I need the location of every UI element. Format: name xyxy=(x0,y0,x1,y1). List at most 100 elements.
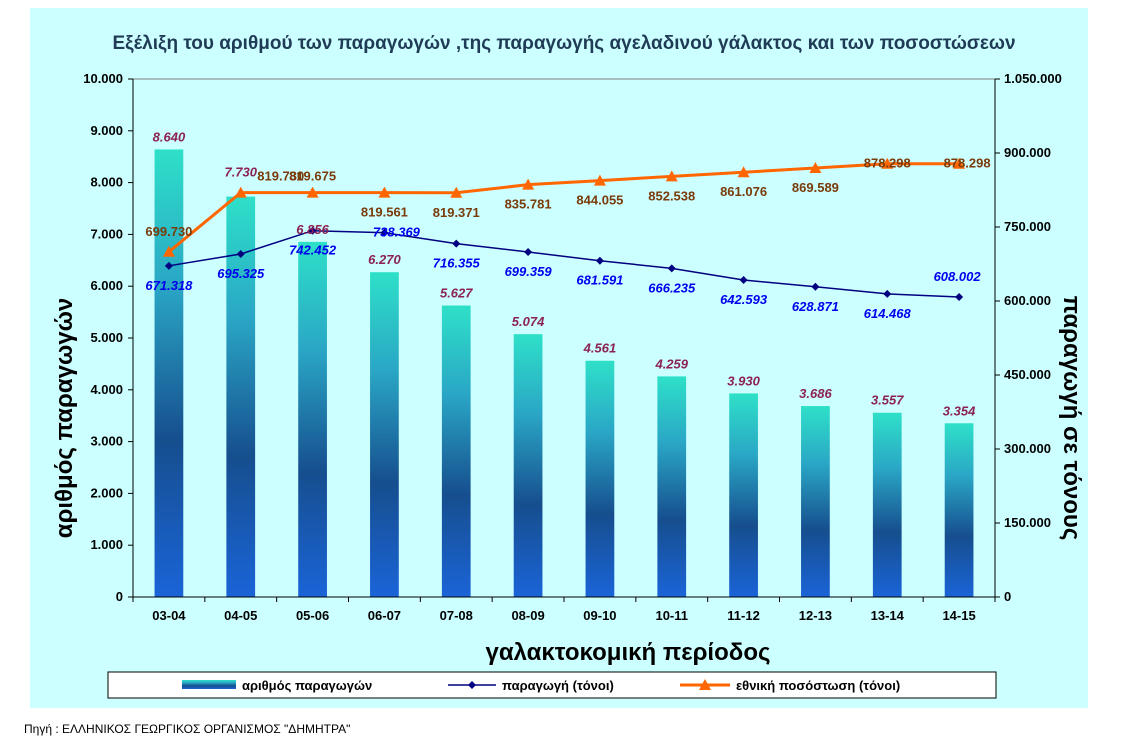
production-point xyxy=(811,282,820,291)
legend-marker-production xyxy=(468,681,476,689)
production-point xyxy=(236,249,245,258)
production-point xyxy=(452,239,461,248)
bar-value-label: 4.259 xyxy=(654,356,688,371)
quota-point xyxy=(881,157,894,169)
bar-13-14 xyxy=(872,412,902,597)
bar-value-label: 4.561 xyxy=(583,341,617,356)
quota-point xyxy=(306,186,319,198)
production-value-label: 716.355 xyxy=(433,256,481,271)
y-tick-label: 10.000 xyxy=(83,71,123,86)
bar-04-05 xyxy=(226,196,256,597)
bar-value-label: 7.730 xyxy=(224,165,257,180)
quota-point xyxy=(953,157,966,169)
quota-point xyxy=(522,178,535,190)
bar-value-label: 3.686 xyxy=(799,386,832,401)
production-point xyxy=(524,247,533,256)
quota-point xyxy=(737,166,750,178)
x-axis-title: γαλακτοκομική περίοδος xyxy=(486,639,771,666)
y-axis-title: αριθμός παραγωγών xyxy=(51,298,78,538)
bar-07-08 xyxy=(441,305,471,597)
bar-value-label: 8.640 xyxy=(153,129,186,144)
y-tick-label: 0 xyxy=(116,589,123,604)
production-value-label: 628.871 xyxy=(792,299,839,314)
quota-point xyxy=(593,174,606,186)
production-point xyxy=(739,275,748,284)
legend-label-producers: αριθμός παραγωγών xyxy=(242,678,372,693)
legend: αριθμός παραγωγών παραγωγή (τόνοι) εθνικ… xyxy=(107,671,997,699)
quota-point xyxy=(809,162,822,174)
x-tick-label: 13-14 xyxy=(871,608,905,623)
y2-tick-label: 900.000 xyxy=(1004,145,1051,160)
production-value-label: 681.591 xyxy=(576,273,623,288)
quota-value-label: 869.589 xyxy=(792,180,839,195)
x-tick-label: 11-12 xyxy=(727,608,760,623)
x-tick-label: 06-07 xyxy=(368,608,401,623)
production-value-label: 738.369 xyxy=(373,225,421,240)
bar-05-06 xyxy=(298,241,327,598)
bars-layer xyxy=(154,149,974,598)
production-value-label: 699.359 xyxy=(505,264,553,279)
production-point xyxy=(955,293,964,302)
bar-value-label: 3.557 xyxy=(871,393,904,408)
bar-11-12 xyxy=(729,393,758,597)
legend-label-quota: εθνική ποσόστωση (τόνοι) xyxy=(736,678,900,693)
bar-value-label: 6.270 xyxy=(368,252,401,267)
bar-value-label: 6.856 xyxy=(296,222,329,237)
y2-axis-title: παραγωγή σε τόνους xyxy=(1058,296,1085,541)
y-tick-label: 7.000 xyxy=(90,226,123,241)
quota-line xyxy=(167,162,960,253)
y-tick-label: 4.000 xyxy=(90,382,123,397)
x-tick-label: 04-05 xyxy=(224,608,257,623)
production-point xyxy=(164,261,173,270)
quota-value-label: 819.561 xyxy=(361,205,408,220)
y2-tick-label: 600.000 xyxy=(1004,293,1051,308)
y2-tick-label: 450.000 xyxy=(1004,367,1051,382)
axes-layer: 0 1.000 2.000 3.000 4.000 5.000 6.000 7.000 8.00… xyxy=(83,71,1062,623)
production-value-label: 666.235 xyxy=(648,280,696,295)
x-tick-label: 05-06 xyxy=(296,608,329,623)
quota-value-label: 699.730 xyxy=(145,224,192,239)
quota-value-label: 844.055 xyxy=(576,193,623,208)
bar-value-label: 3.354 xyxy=(943,403,976,418)
y-tick-label: 8.000 xyxy=(90,175,123,190)
x-tick-label: 14-15 xyxy=(942,608,975,623)
bar-03-04 xyxy=(154,149,184,597)
data-labels-layer: 8.640 7.730 6.856 6.270 5.627 5.074 4.561 4.259… xyxy=(145,129,990,418)
y2-tick-label: 0 xyxy=(1004,589,1011,604)
quota-value-label: 835.781 xyxy=(505,197,552,212)
production-value-label: 742.452 xyxy=(289,243,337,258)
bar-08-09 xyxy=(513,334,543,597)
bar-09-10 xyxy=(585,360,615,597)
quota-value-label: 819.371 xyxy=(433,205,480,220)
source-note: Πηγή : ΕΛΛΗΝΙΚΟΣ ΓΕΩΡΓΙΚΟΣ ΟΡΓΑΝΙΣΜΟΣ "Δ… xyxy=(24,722,351,736)
production-value-label: 614.468 xyxy=(864,306,912,321)
quota-value-label: 819.730 xyxy=(257,169,304,184)
x-tick-label: 09-10 xyxy=(583,608,616,623)
quota-value-label: 878.298 xyxy=(864,156,911,171)
bar-value-label: 3.930 xyxy=(727,373,760,388)
y-tick-label: 1.000 xyxy=(90,537,123,552)
bar-value-label: 5.074 xyxy=(512,314,545,329)
production-point xyxy=(595,256,604,265)
quota-point xyxy=(450,186,463,198)
legend-marker-quota xyxy=(699,679,711,690)
y-tick-label: 5.000 xyxy=(90,330,123,345)
chart-svg: Εξέλιξη του αριθμού των παραγωγών ,της π… xyxy=(51,33,1085,699)
bar-14-15 xyxy=(944,423,974,597)
quota-point xyxy=(234,186,247,198)
bar-12-13 xyxy=(801,406,830,597)
quota-value-label: 878.298 xyxy=(944,156,991,171)
bar-10-11 xyxy=(657,376,687,597)
production-value-label: 695.325 xyxy=(217,266,265,281)
x-tick-label: 08-09 xyxy=(511,608,544,623)
production-line xyxy=(168,229,960,298)
production-value-label: 671.318 xyxy=(145,278,193,293)
legend-label-production: παραγωγή (τόνοι) xyxy=(502,678,614,693)
quota-value-label: 852.538 xyxy=(648,188,695,203)
x-tick-label: 10-11 xyxy=(655,608,688,623)
legend-swatch-producers xyxy=(182,680,236,689)
y2-tick-label: 300.000 xyxy=(1004,441,1051,456)
legend-box xyxy=(107,671,997,699)
chart-area: Εξέλιξη του αριθμού των παραγωγών ,της π… xyxy=(30,8,1088,708)
quota-value-label: 861.076 xyxy=(720,184,767,199)
